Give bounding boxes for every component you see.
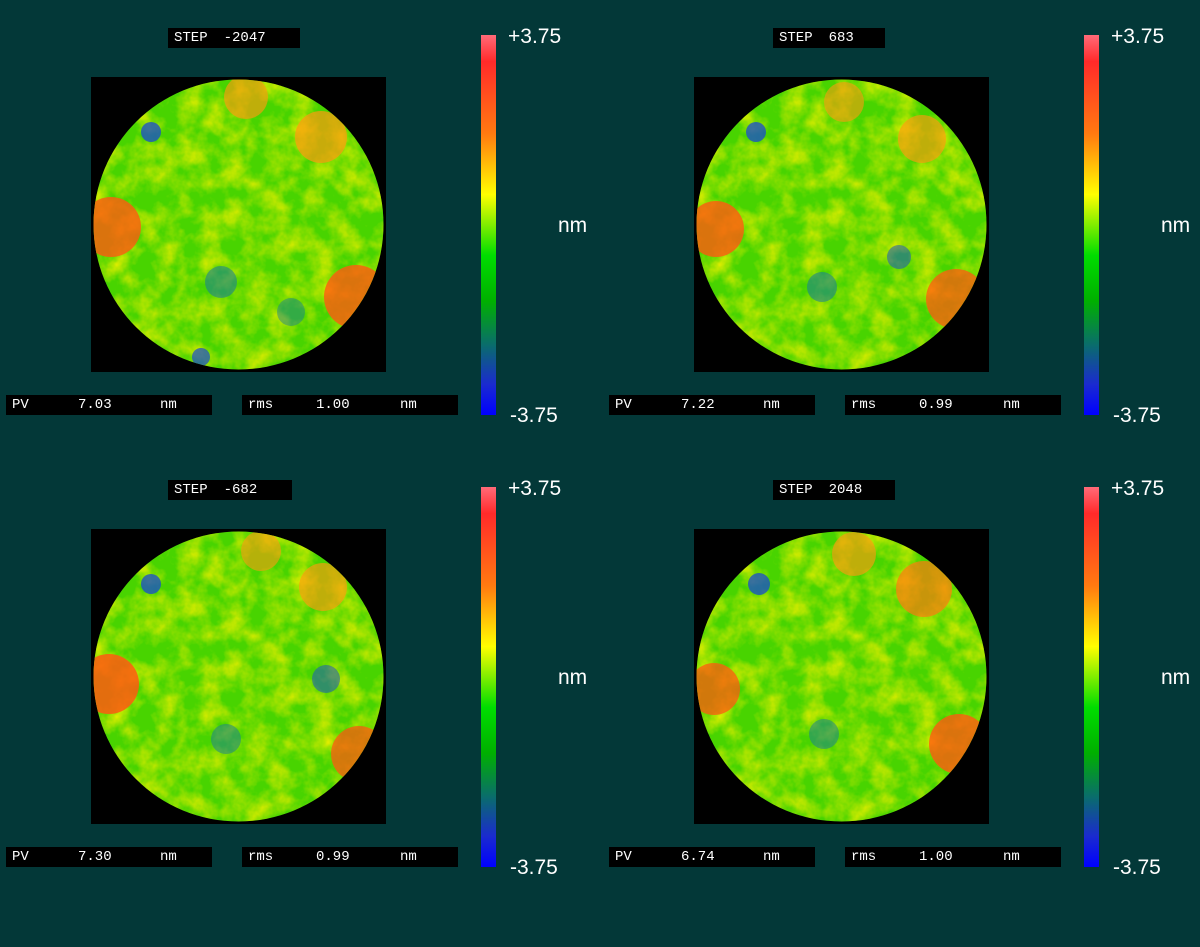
pv-unit: nm	[763, 397, 780, 413]
rms-readout: rms 1.00 nm	[242, 395, 458, 415]
rms-unit: nm	[400, 397, 417, 413]
rms-value: 1.00	[316, 397, 350, 413]
rms-unit: nm	[1003, 397, 1020, 413]
rms-label: rms	[851, 849, 877, 865]
colorbar-unit-label: nm	[558, 214, 588, 237]
pv-unit: nm	[763, 849, 780, 865]
step-label-box: STEP 683	[773, 28, 885, 48]
step-value: -682	[223, 482, 258, 498]
pv-readout: PV 7.30 nm	[6, 847, 212, 867]
pv-value: 6.74	[681, 849, 715, 865]
step-label: STEP	[779, 30, 813, 46]
pv-value: 7.22	[681, 397, 715, 413]
rms-readout: rms 0.99 nm	[845, 395, 1061, 415]
step-value: -2047	[223, 30, 266, 46]
pv-label: PV	[615, 849, 632, 865]
colorbar-min-label: -3.75	[510, 404, 558, 427]
pv-readout: PV 7.22 nm	[609, 395, 815, 415]
rms-unit: nm	[1003, 849, 1020, 865]
pv-label: PV	[12, 397, 29, 413]
surface-error-map	[694, 529, 989, 824]
rms-unit: nm	[400, 849, 417, 865]
step-label: STEP	[174, 30, 208, 46]
colorbar-unit-label: nm	[1161, 666, 1191, 689]
rms-readout: rms 0.99 nm	[242, 847, 458, 867]
surface-map-panel: STEP 683 PV 7.22 nm rms 0.99 nm	[603, 0, 1200, 451]
colorbar-unit-label: nm	[558, 666, 588, 689]
colorbar	[1084, 35, 1099, 415]
step-label-box: STEP -2047	[168, 28, 300, 48]
surface-error-map	[91, 77, 386, 372]
colorbar	[481, 35, 496, 415]
step-label: STEP	[174, 482, 208, 498]
step-label: STEP	[779, 482, 813, 498]
pv-value: 7.30	[78, 849, 112, 865]
colorbar-min-label: -3.75	[1113, 404, 1161, 427]
pv-unit: nm	[160, 849, 177, 865]
colorbar-max-label: +3.75	[508, 477, 562, 500]
rms-label: rms	[248, 849, 274, 865]
step-value: 2048	[828, 482, 863, 498]
colorbar	[481, 487, 496, 867]
rms-readout: rms 1.00 nm	[845, 847, 1061, 867]
colorbar-min-label: -3.75	[1113, 856, 1161, 879]
rms-label: rms	[248, 397, 274, 413]
pv-unit: nm	[160, 397, 177, 413]
colorbar-max-label: +3.75	[508, 25, 562, 48]
pv-label: PV	[12, 849, 29, 865]
rms-value: 0.99	[919, 397, 953, 413]
rms-value: 0.99	[316, 849, 350, 865]
step-label-box: STEP 2048	[773, 480, 895, 500]
surface-error-map	[91, 529, 386, 824]
pv-value: 7.03	[78, 397, 112, 413]
colorbar	[1084, 487, 1099, 867]
colorbar-min-label: -3.75	[510, 856, 558, 879]
colorbar-max-label: +3.75	[1111, 25, 1165, 48]
surface-error-map	[694, 77, 989, 372]
rms-value: 1.00	[919, 849, 953, 865]
colorbar-unit-label: nm	[1161, 214, 1191, 237]
step-value: 683	[828, 30, 854, 46]
pv-label: PV	[615, 397, 632, 413]
surface-map-panel: STEP -2047 PV 7.03 nm rms 1.0	[0, 0, 600, 451]
surface-map-panel: STEP 2048 PV 6.74 nm rms 1.00 nm +3	[603, 452, 1200, 903]
colorbar-max-label: +3.75	[1111, 477, 1165, 500]
rms-label: rms	[851, 397, 877, 413]
pv-readout: PV 7.03 nm	[6, 395, 212, 415]
pv-readout: PV 6.74 nm	[609, 847, 815, 867]
surface-map-panel: STEP -682 PV 7.30 nm rms 0.99 nm	[0, 452, 600, 903]
step-label-box: STEP -682	[168, 480, 292, 500]
